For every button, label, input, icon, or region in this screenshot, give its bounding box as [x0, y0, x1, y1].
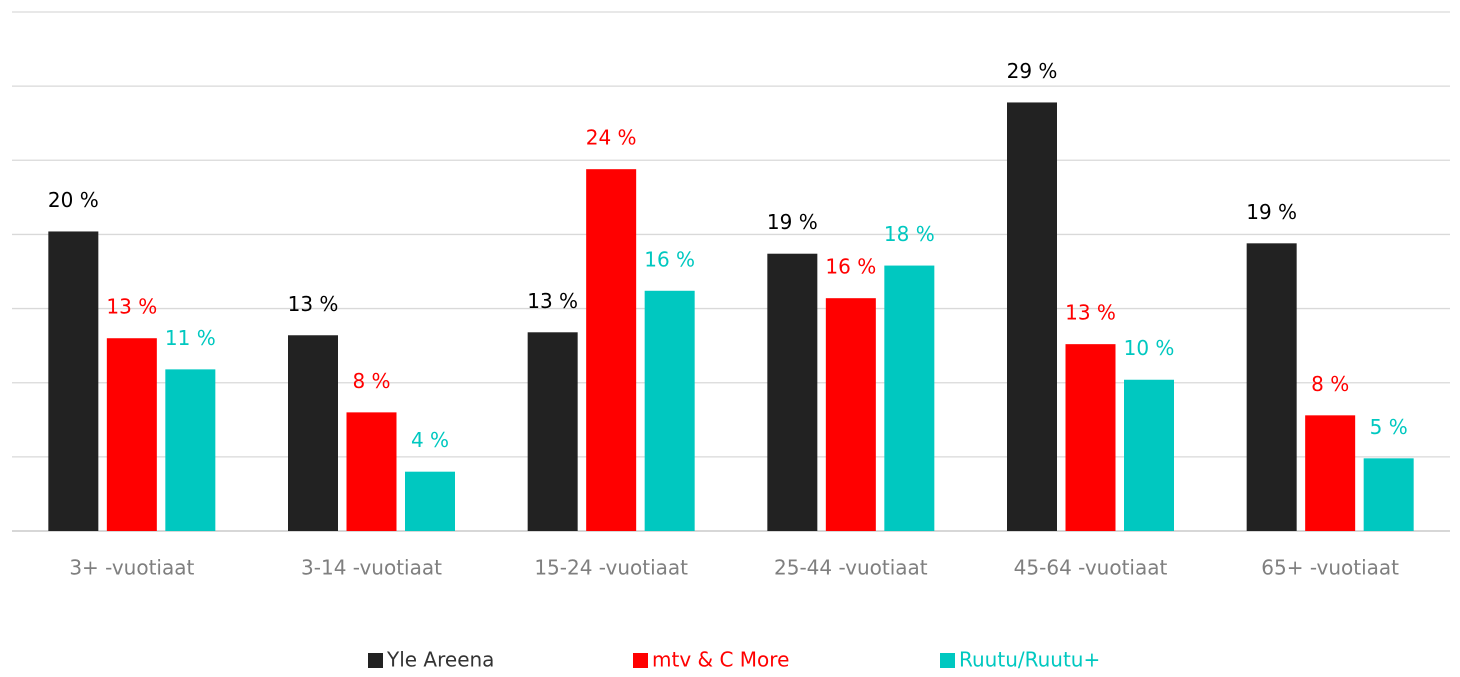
bar: [1065, 344, 1116, 531]
data-label: 5 %: [1370, 415, 1408, 439]
bar: [1246, 243, 1297, 531]
legend-label: Yle Areena: [386, 648, 494, 672]
legend-swatch: [633, 653, 648, 668]
data-label: 19 %: [767, 210, 818, 234]
bar: [527, 332, 578, 531]
data-label: 13 %: [527, 289, 578, 313]
legend-label: mtv & C More: [652, 648, 789, 672]
data-label: 19 %: [1246, 200, 1297, 224]
bar: [884, 265, 935, 531]
bar: [1363, 458, 1414, 531]
data-label: 24 %: [586, 126, 637, 150]
bar: [165, 369, 216, 531]
x-tick-label: 65+ -vuotiaat: [1261, 556, 1399, 580]
data-label: 20 %: [48, 188, 99, 212]
bar: [825, 298, 876, 531]
data-label: 8 %: [352, 369, 390, 393]
x-tick-label: 15-24 -vuotiaat: [534, 556, 688, 580]
bar: [586, 169, 637, 531]
bar: [106, 338, 157, 531]
bar: [1007, 102, 1057, 531]
bar: [767, 253, 818, 531]
x-tick-label: 3+ -vuotiaat: [69, 556, 194, 580]
data-label: 13 %: [1065, 301, 1116, 325]
data-label: 16 %: [825, 255, 876, 279]
data-label: 4 %: [411, 428, 449, 452]
data-label: 16 %: [644, 247, 695, 271]
bar: [48, 231, 99, 531]
bar: [346, 412, 397, 531]
x-tick-label: 45-64 -vuotiaat: [1014, 556, 1168, 580]
data-label: 13 %: [288, 292, 339, 316]
data-label: 8 %: [1311, 372, 1349, 396]
data-label: 10 %: [1124, 336, 1175, 360]
data-label: 29 %: [1007, 59, 1058, 83]
data-label: 18 %: [884, 222, 935, 246]
bar: [644, 290, 695, 531]
bar: [405, 471, 455, 531]
data-label: 13 %: [106, 295, 157, 319]
x-tick-label: 3-14 -vuotiaat: [301, 556, 442, 580]
bar: [288, 335, 338, 531]
bar: [1124, 379, 1174, 531]
legend-swatch: [940, 653, 955, 668]
bar: [1305, 415, 1356, 531]
legend-swatch: [368, 653, 383, 668]
data-label: 11 %: [165, 326, 216, 350]
x-tick-label: 25-44 -vuotiaat: [774, 556, 928, 580]
legend-label: Ruutu/Ruutu+: [959, 648, 1100, 672]
